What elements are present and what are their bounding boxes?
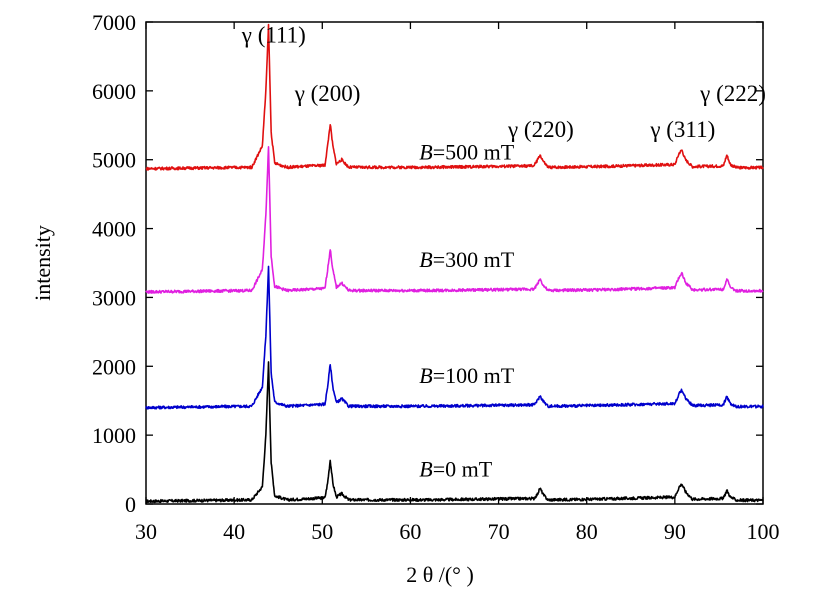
y-tick-label: 3000 [92,285,136,310]
peak-label: γ (220) [507,117,574,142]
series-line [145,361,764,504]
x-tick-label: 50 [311,519,333,544]
peak-label: γ (222) [699,81,766,106]
y-tick-label: 0 [125,492,136,517]
y-tick-label: 1000 [92,423,136,448]
x-tick-label: 100 [747,519,780,544]
series-label-value: =0 mT [433,456,493,481]
x-tick-label: 80 [576,519,598,544]
x-ticks: 30 40 50 60 70 80 90 100 [135,22,780,544]
series-label-value: =300 mT [433,247,515,272]
y-tick-label: 4000 [92,217,136,242]
x-tick-label: 90 [664,519,686,544]
x-axis-title: 2 θ /(° ) [406,562,474,587]
series-label-var: B [419,456,432,481]
series-label: B=500 mT [419,140,514,165]
y-ticks: 0 1000 2000 3000 4000 5000 6000 7000 [92,10,763,517]
x-tick-label: 60 [399,519,421,544]
series-label: B=300 mT [419,247,514,272]
series-label-var: B [419,140,432,165]
series-label-value: =100 mT [433,363,515,388]
y-tick-label: 7000 [92,10,136,35]
y-tick-label: 2000 [92,354,136,379]
series-label-var: B [419,363,432,388]
plot-frame [145,21,764,505]
series-lines [145,23,764,504]
peak-label: γ (200) [294,81,361,106]
y-axis-title: intensity [30,225,55,301]
peak-labels: γ (111) γ (200) γ (220) γ (311) γ (222) [241,23,766,142]
y-tick-label: 5000 [92,148,136,173]
x-tick-label: 30 [135,519,157,544]
peak-label: γ (311) [649,117,715,142]
series-label: B=0 mT [419,456,492,481]
series-line [145,23,764,171]
series-label-value: =500 mT [433,140,515,165]
series-line [145,146,764,294]
y-tick-label: 6000 [92,79,136,104]
x-tick-label: 70 [488,519,510,544]
peak-label: γ (111) [241,23,306,48]
series-line [145,265,764,410]
x-tick-label: 40 [223,519,245,544]
series-label: B=100 mT [419,363,514,388]
series-labels: B=0 mTB=100 mTB=300 mTB=500 mT [419,140,514,482]
series-label-var: B [419,247,432,272]
